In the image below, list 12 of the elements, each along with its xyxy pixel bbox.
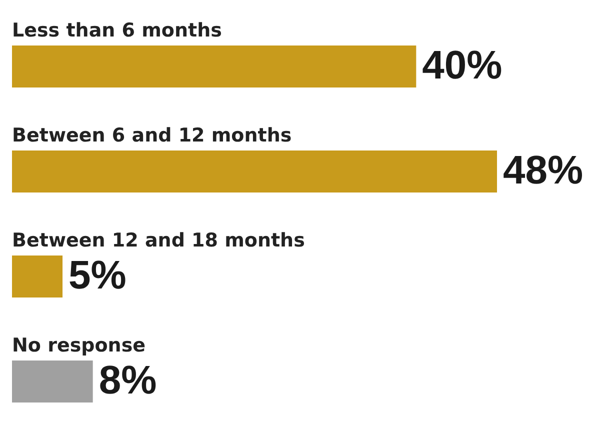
data-label: 40% [422, 44, 502, 88]
bar [12, 256, 63, 298]
bar [12, 360, 93, 402]
y-tick-label: Between 6 and 12 months [12, 124, 292, 146]
bar [12, 46, 416, 88]
data-label: 8% [98, 358, 157, 402]
y-tick-label: Between 12 and 18 months [12, 230, 305, 252]
y-tick-label: Less than 6 months [12, 20, 222, 42]
data-label: 48% [503, 148, 584, 192]
y-tick-label: No response [12, 334, 146, 356]
data-label: 5% [68, 254, 126, 298]
bar [12, 150, 497, 192]
